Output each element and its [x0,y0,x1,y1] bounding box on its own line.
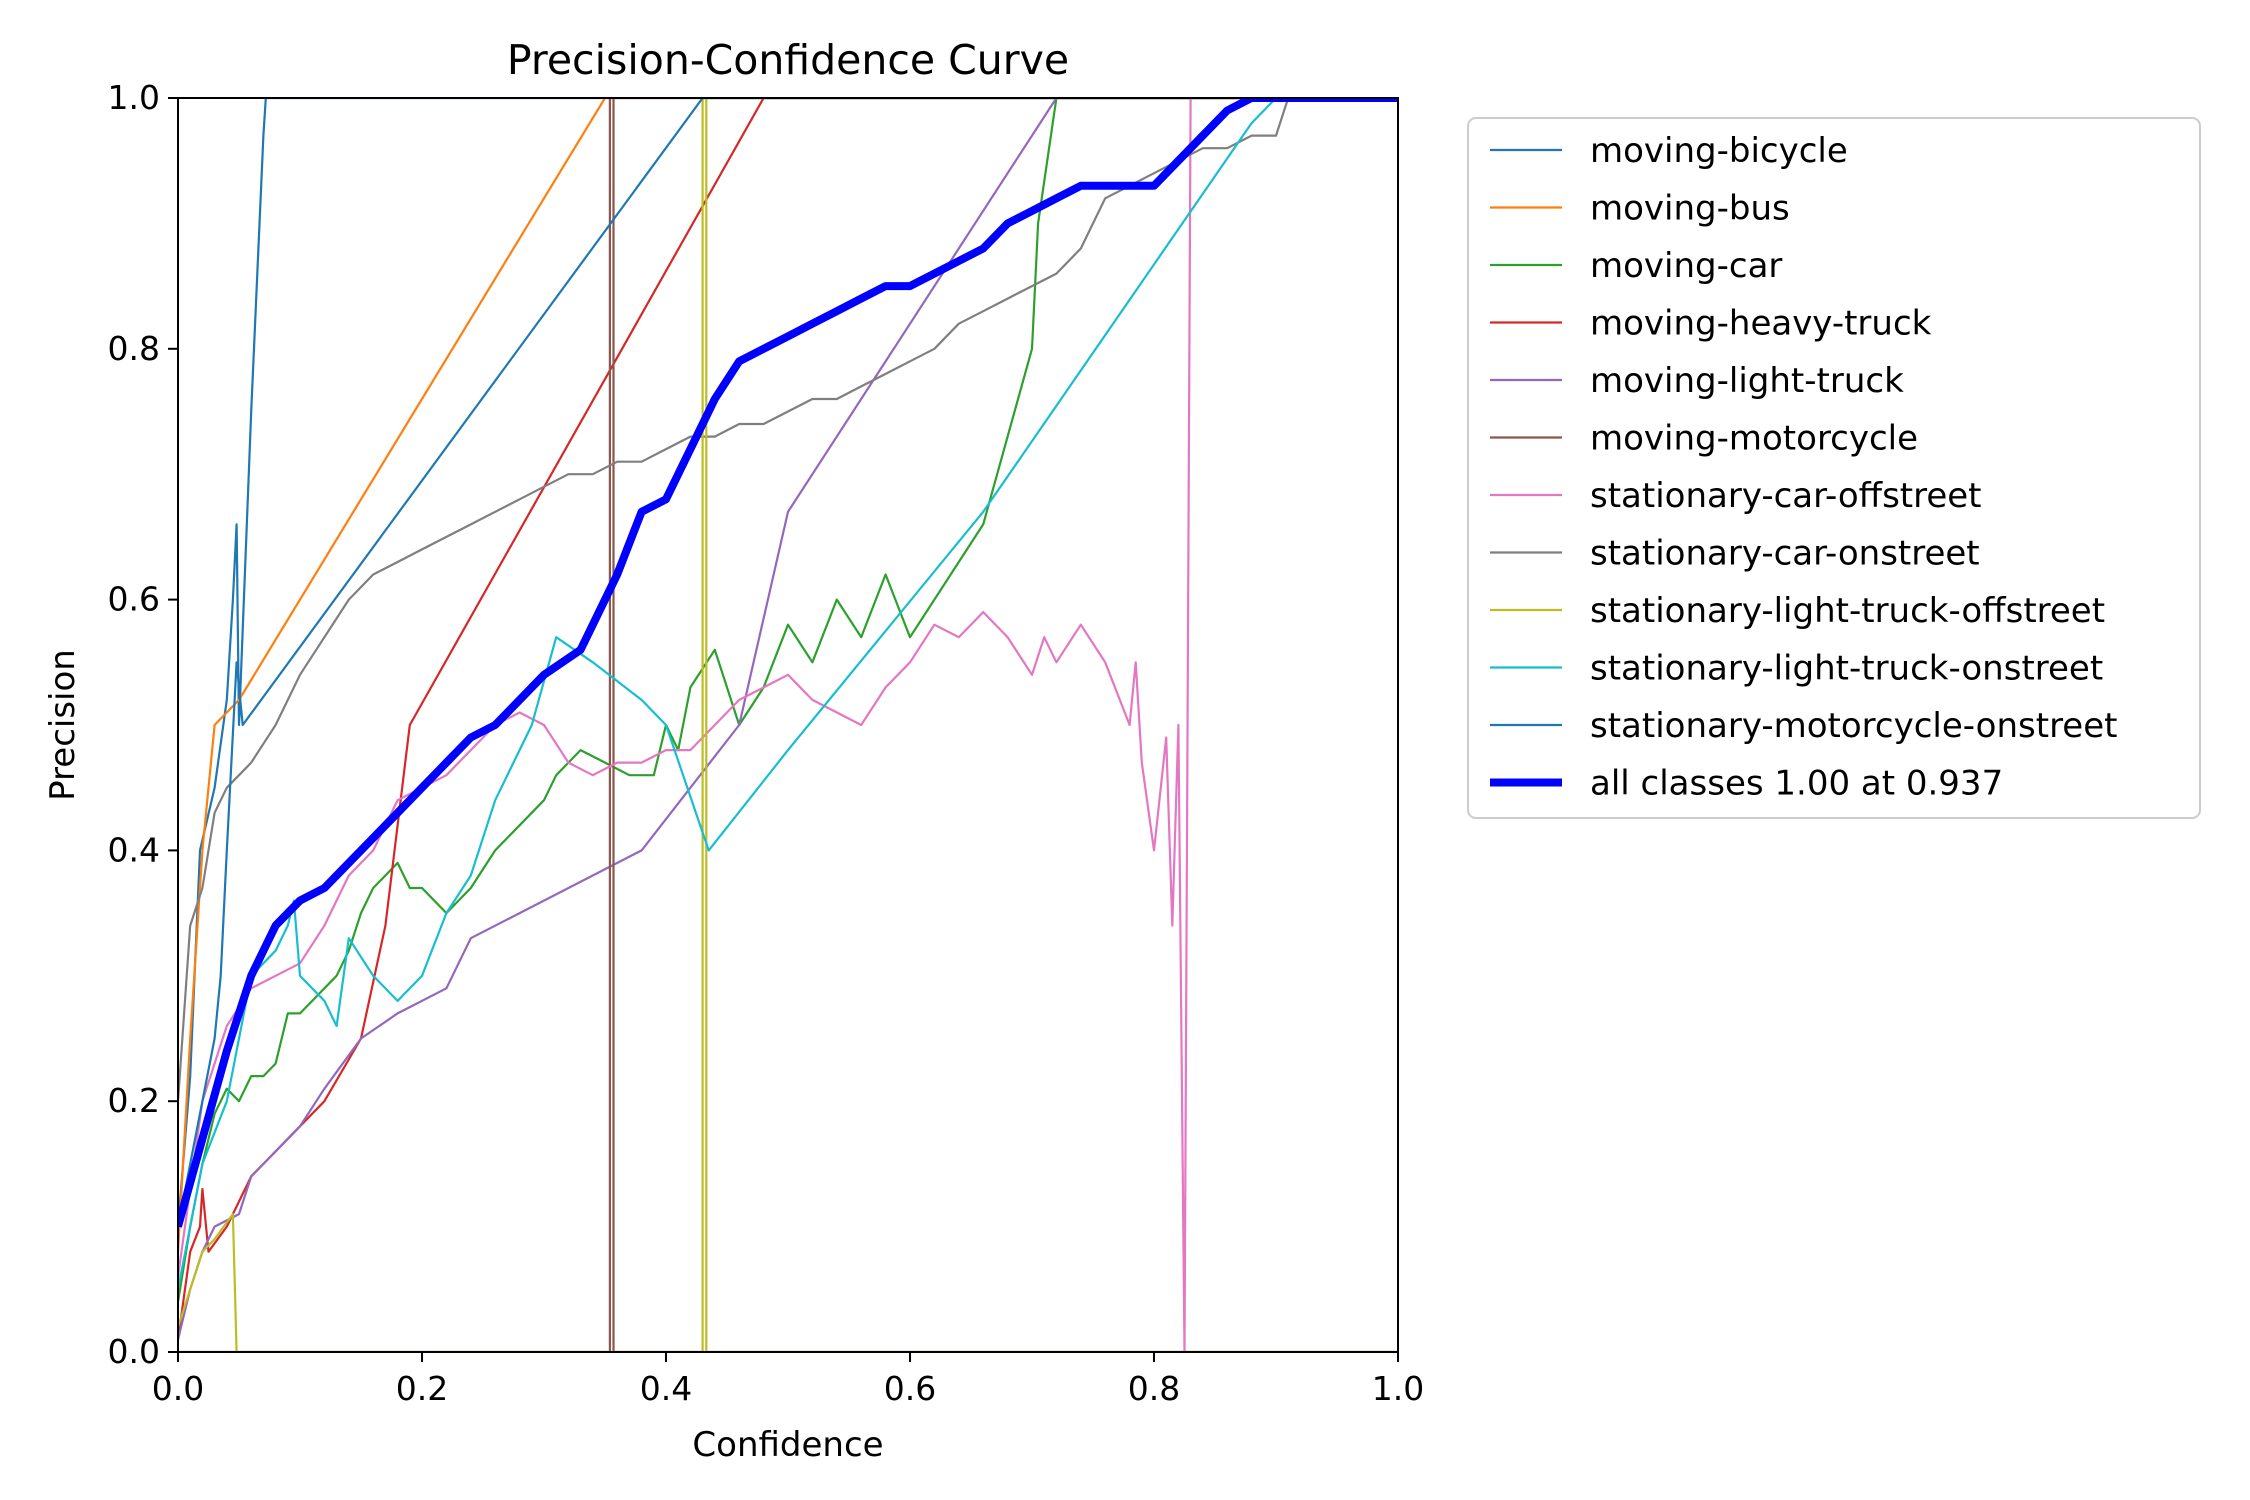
legend-frame [1467,117,2201,819]
legend-entry-label: moving-motorcycle [1590,419,1918,459]
legend-entry-label: stationary-light-truck-onstreet [1590,649,2103,689]
series-line-all-classes-1-00-at-0-937 [178,98,1398,1228]
x-axis: 0.0 0.2 0.4 0.6 0.8 1.0 [152,1352,1424,1408]
legend-entry-label: moving-bus [1590,189,1790,229]
legend-entry-label: stationary-motorcycle-onstreet [1590,706,2117,746]
chart-title: Precision-Confidence Curve [507,36,1069,84]
legend-entry-label: stationary-light-truck-offstreet [1590,591,2105,631]
x-tick-label: 0.6 [884,1369,936,1408]
legend-entry-label: stationary-car-onstreet [1590,534,1980,574]
x-tick-label: 0.2 [396,1369,448,1408]
x-tick-label: 0.0 [152,1369,204,1408]
y-tick-label: 0.8 [108,329,160,368]
legend-entry-label: moving-bicycle [1590,131,1848,171]
x-tick-label: 0.8 [1128,1369,1180,1408]
series-line-stationary-car-onstreet [178,98,1398,1102]
legend-entry-label: moving-light-truck [1590,361,1904,401]
x-axis-label: Confidence [692,1425,883,1465]
y-tick-label: 0.2 [108,1081,160,1120]
series-line-stationary-motorcycle-onstreet [178,98,1398,1227]
plot-frame [177,97,1399,1353]
y-tick-label: 0.0 [108,1332,160,1371]
series-line-stationary-car-offstreet [178,98,1398,1352]
series-line-stationary-light-truck-onstreet [178,98,1398,1290]
legend-entry-label: stationary-car-offstreet [1590,476,1982,516]
legend: moving-bicycle moving-bus moving-car moving… [1467,117,2201,819]
y-tick-label: 1.0 [108,78,160,117]
series-line-moving-bus [178,98,1398,1252]
series-line-stationary-light-truck-offstreet [178,98,1398,1352]
y-axis-label: Precision [43,649,83,801]
series-layer [178,98,1398,1352]
y-tick-label: 0.4 [108,830,160,869]
series-line-moving-heavy-truck [178,98,1398,1340]
series-line-moving-light-truck [178,98,1398,1340]
x-tick-label: 0.4 [640,1369,692,1408]
y-axis: 0.0 0.2 0.4 0.6 0.8 1.0 [108,78,178,1371]
legend-entry-label: moving-car [1590,246,1782,286]
y-tick-label: 0.6 [108,580,160,619]
series-line-moving-bicycle [178,98,1398,1227]
x-tick-label: 1.0 [1372,1369,1424,1408]
legend-entry-label: all classes 1.00 at 0.937 [1590,764,2003,804]
series-line-moving-motorcycle [178,98,1398,1352]
legend-entry-label: moving-heavy-truck [1590,304,1932,344]
series-line-moving-car [178,98,1398,1302]
